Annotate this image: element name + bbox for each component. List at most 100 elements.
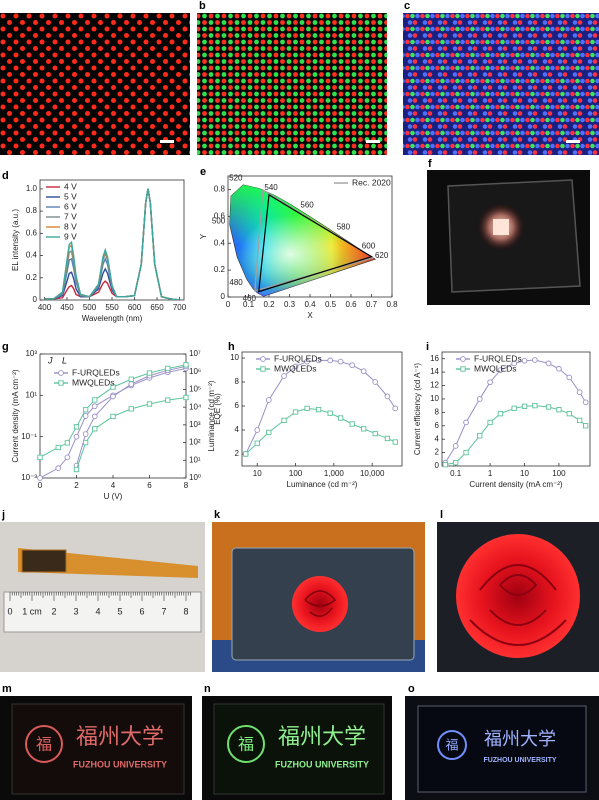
legend-label: 8 V — [64, 221, 77, 231]
marker — [82, 439, 89, 446]
panel-label: l — [440, 509, 443, 521]
legend-label: Rec. 2020 — [352, 177, 391, 187]
marker — [55, 465, 62, 471]
university: FUZHOU UNIVERSITY — [275, 759, 369, 769]
ruler-label: 5 — [117, 606, 122, 616]
legend-label: F-URQLEDs — [72, 367, 120, 377]
y-tick-label: 0.2 — [214, 265, 226, 274]
y-tick-label: 12 — [430, 381, 439, 390]
marker — [521, 403, 528, 409]
marker — [511, 360, 518, 367]
marker — [254, 427, 261, 433]
series-line — [44, 188, 180, 300]
x-tick-label: 0.6 — [345, 300, 357, 309]
y-axis-label: EL intensity (a.u.) — [11, 209, 20, 271]
legend-label: 5 V — [64, 191, 77, 201]
legend-label: MWQLEDs — [274, 363, 317, 373]
y-tick-label: 10¹ — [25, 390, 37, 399]
marker — [453, 459, 459, 466]
scale-bar — [566, 140, 580, 143]
marker — [521, 357, 528, 364]
y-axis-label: Y — [199, 233, 208, 239]
petals — [469, 564, 567, 646]
y-tick-label: 10³ — [25, 349, 37, 358]
marker — [165, 397, 171, 403]
marker — [392, 405, 399, 412]
x-tick-label: 600 — [128, 303, 142, 312]
marker — [37, 454, 43, 460]
y-tick-label: 16 — [430, 354, 439, 363]
panel-labels: b c d e f g h i j k l m n o — [1, 0, 443, 695]
legend-label: 6 V — [64, 201, 77, 211]
marker — [361, 426, 367, 432]
x-axis-label: Current density (mA cm⁻²) — [469, 480, 562, 489]
x-axis-label: X — [307, 311, 313, 320]
gamut-triangle — [258, 193, 373, 293]
panel-label: n — [204, 683, 211, 695]
university: FUZHOU UNIVERSITY — [73, 759, 167, 769]
marker — [463, 449, 469, 456]
y-tick-label: 4 — [435, 434, 440, 443]
ruler-label: 2 — [51, 606, 56, 616]
marker — [349, 362, 356, 369]
logo-text: 福州大学 — [278, 725, 366, 750]
marker — [292, 363, 299, 370]
panel-label: k — [214, 509, 221, 521]
pixel-array — [197, 13, 387, 155]
logo-char: 福 — [36, 735, 52, 754]
screen — [11, 703, 185, 795]
marker — [110, 384, 116, 390]
marker — [372, 379, 379, 385]
y-tick-label: 10⁻¹ — [21, 432, 37, 441]
marker — [82, 413, 89, 419]
y2-tick-label: 10⁴ — [189, 402, 202, 411]
y2-tick-label: 10⁷ — [189, 349, 201, 358]
wavelength-label: 500 — [212, 217, 226, 226]
ruler-label: 3 — [73, 606, 78, 616]
x-tick-label: 0.4 — [304, 300, 316, 309]
scale-bar — [366, 140, 380, 143]
y-tick-label: 0.8 — [26, 206, 38, 215]
logo-char: 福 — [445, 739, 458, 754]
x-tick-label: 10,000 — [360, 469, 385, 478]
wavelength-label: 620 — [375, 251, 389, 260]
y-tick-label: 8 — [235, 377, 240, 386]
marker — [477, 433, 483, 439]
marker — [91, 413, 98, 420]
marker — [545, 404, 552, 410]
marker — [566, 374, 573, 381]
x-tick-label: 4 — [111, 481, 116, 490]
marker — [91, 403, 98, 409]
lit-pixel — [493, 219, 509, 235]
pixel-array — [403, 13, 599, 155]
marker — [292, 409, 299, 415]
y2-tick-label: 10³ — [189, 420, 201, 429]
panel-label: o — [408, 683, 415, 695]
panel-label: h — [228, 341, 235, 353]
chart: 0.1 1 10 100 0 2 4 6 8 10 12 14 16 Current density (m… — [413, 351, 591, 489]
y-tick-label: 2 — [235, 449, 240, 458]
y-tick-label: 1.0 — [26, 184, 38, 193]
marker — [532, 402, 538, 409]
marker — [576, 389, 583, 396]
y2-tick-label: 10⁵ — [189, 385, 201, 394]
marker — [460, 366, 466, 372]
x-tick-label: 0 — [38, 481, 43, 490]
marker — [73, 424, 80, 430]
panel-label: e — [200, 166, 206, 178]
legend-label: MWQLEDs — [474, 363, 517, 373]
ruler-label: 4 — [95, 606, 100, 616]
marker — [582, 399, 589, 406]
x-tick-label: 550 — [105, 303, 119, 312]
ruler-label: 8 — [183, 606, 188, 616]
y-tick-label: 0.4 — [26, 251, 38, 260]
panel-label: i — [426, 341, 429, 353]
marker — [392, 439, 398, 445]
marker — [82, 431, 89, 437]
logo-text: 福州大学 — [76, 725, 164, 750]
marker — [64, 440, 71, 446]
y-tick-label: 6 — [235, 401, 240, 410]
marker — [487, 419, 493, 426]
logo-text: 福州大学 — [484, 729, 556, 750]
marker — [497, 367, 504, 373]
